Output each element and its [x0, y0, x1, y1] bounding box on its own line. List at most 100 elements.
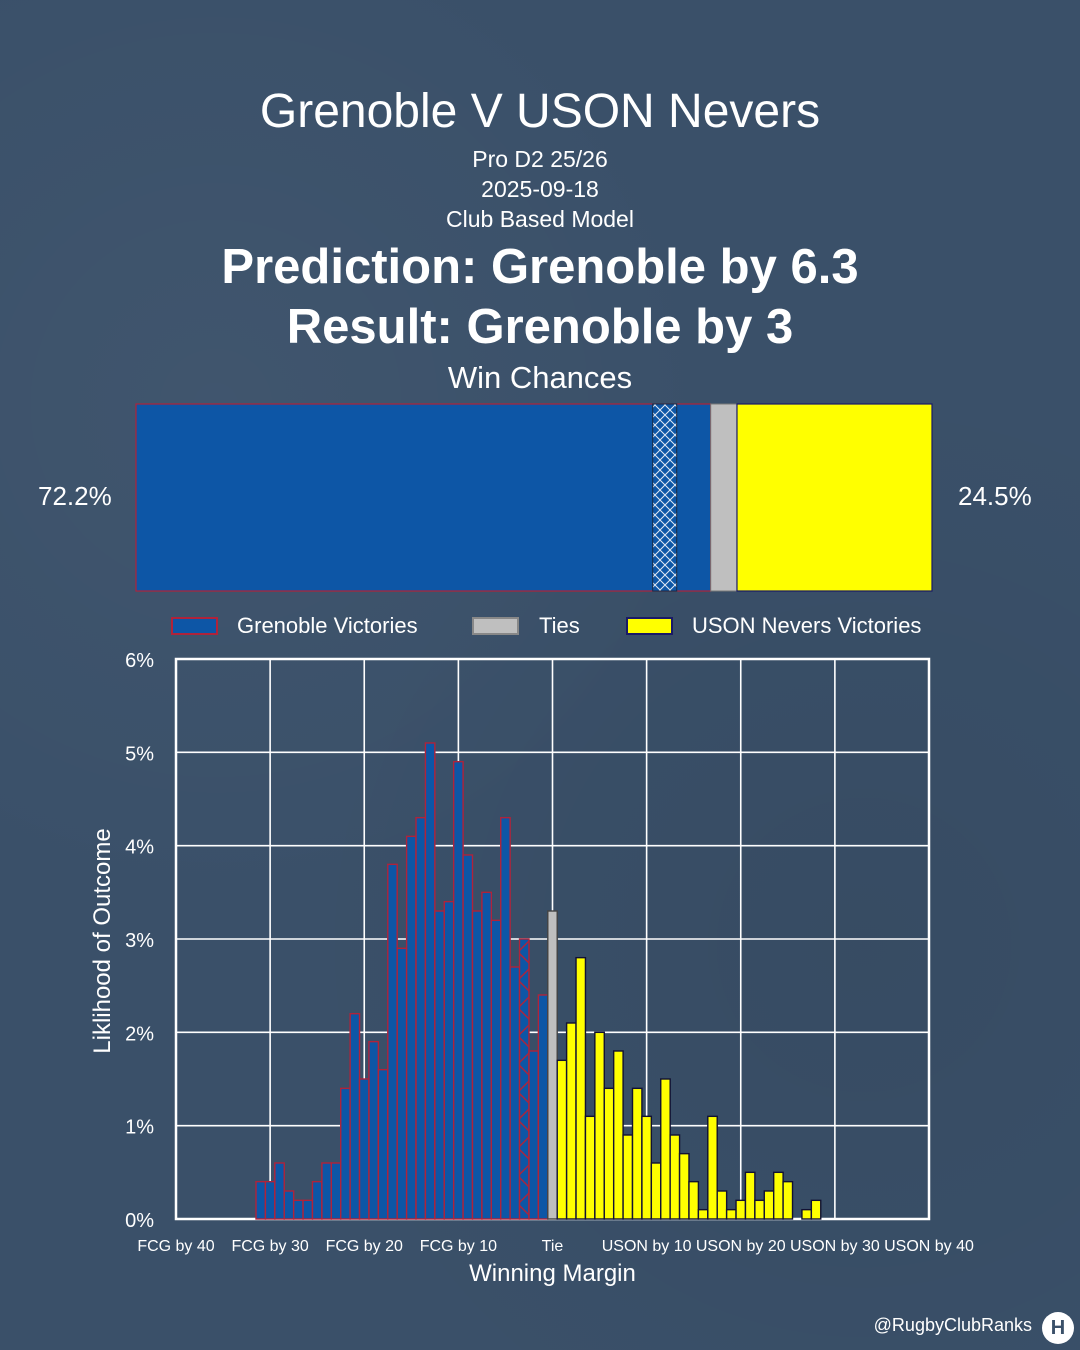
home-win-segment: [135, 403, 712, 592]
win-chances-bar: [135, 403, 933, 592]
bar-0-8: [330, 1162, 342, 1220]
bar-0-6: [311, 1180, 323, 1220]
match-title: Grenoble V USON Nevers: [259, 85, 821, 138]
author-handle: @RugbyClubRanks: [873, 1315, 1032, 1335]
bar-0-21: [452, 760, 464, 1220]
bar-0-23: [471, 910, 483, 1220]
bar-0-19: [434, 910, 445, 1220]
home-win-percentage: 72.2%: [38, 481, 112, 511]
result-text: Result: Grenoble by 3: [286, 300, 794, 354]
bar-2-2: [575, 956, 587, 1220]
bar-2-1: [565, 1022, 577, 1220]
y-tick-label: 1%: [125, 1117, 154, 1139]
bar-0-0: [255, 1180, 267, 1220]
bar-2-11: [660, 1078, 671, 1220]
bar-0-24: [481, 891, 493, 1220]
x-tick-label: FCG by 20: [326, 1238, 403, 1255]
bar-2-21: [754, 1199, 765, 1220]
x-tick-label: FCG by 40: [137, 1238, 214, 1255]
bar-2-0: [556, 1059, 568, 1220]
bar-2-12: [669, 1134, 681, 1220]
bar-0-13: [377, 1068, 389, 1220]
bar-0-14: [387, 863, 398, 1220]
bar-0-22: [462, 854, 474, 1220]
bar-0-28: [518, 938, 530, 1220]
x-tick-label: USON by 30: [790, 1238, 880, 1255]
bar-0-15: [396, 947, 408, 1220]
y-tick-label: 2%: [125, 1023, 154, 1045]
away-win-percentage: 24.5%: [958, 481, 1032, 511]
x-tick-label: USON by 10: [602, 1238, 692, 1255]
bar-0-16: [405, 835, 417, 1220]
legend-label-0: Grenoble Victories: [237, 613, 418, 638]
bar-2-5: [603, 1087, 615, 1220]
x-tick-label: USON by 20: [696, 1238, 786, 1255]
bar-2-3: [584, 1115, 596, 1220]
bar-0-3: [283, 1190, 295, 1220]
bar-0-1: [264, 1180, 276, 1220]
bar-2-17: [716, 1190, 728, 1220]
result-band-segment: [652, 403, 678, 592]
bar-0-17: [415, 816, 427, 1220]
bar-0-30: [537, 994, 549, 1220]
model-label: Club Based Model: [446, 206, 634, 232]
legend-swatch-1: [472, 617, 519, 635]
bar-2-24: [782, 1180, 794, 1220]
x-tick-label: USON by 40: [884, 1238, 974, 1255]
bar-0-7: [321, 1162, 333, 1220]
bar-2-18: [725, 1208, 737, 1220]
bar-0-20: [443, 900, 455, 1220]
bar-2-22: [763, 1190, 775, 1220]
x-tick-label: Tie: [542, 1238, 564, 1255]
y-tick-label: 5%: [125, 743, 154, 765]
bar-2-16: [707, 1115, 718, 1220]
bar-2-7: [622, 1134, 634, 1220]
away-win-segment: [736, 403, 933, 592]
chart-legend: Grenoble Victories Ties USON Nevers Victor…: [171, 613, 921, 638]
bar-0-25: [490, 919, 502, 1220]
bar-0-10: [349, 1012, 361, 1220]
bar-0-27: [509, 966, 521, 1220]
bar-2-19: [735, 1199, 747, 1220]
bar-0-2: [274, 1162, 285, 1220]
brand-logo-icon: H: [1042, 1312, 1074, 1344]
bar-1-0: [547, 910, 558, 1220]
margin-distribution-chart: 0% 1% 2% 3% 4% 5% 6% FCG by 40 FCG by 30 FCG by 2…: [89, 650, 974, 1287]
bar-0-12: [368, 1040, 380, 1220]
x-tick-label: FCG by 30: [231, 1238, 308, 1255]
bar-0-26: [500, 816, 511, 1220]
y-axis-label: Liklihood of Outcome: [89, 828, 116, 1053]
y-tick-label: 4%: [125, 837, 154, 859]
bar-2-14: [688, 1180, 700, 1220]
y-tick-label: 6%: [125, 650, 154, 672]
x-axis-label: Winning Margin: [469, 1260, 636, 1287]
prediction-text: Prediction: Grenoble by 6.3: [221, 240, 859, 294]
win-chances-heading: Win Chances: [447, 360, 633, 395]
y-tick-label: 3%: [125, 930, 154, 952]
y-tick-label: 0%: [125, 1210, 154, 1232]
x-tick-label: FCG by 10: [420, 1238, 497, 1255]
bar-0-5: [302, 1199, 314, 1220]
bar-2-4: [594, 1031, 605, 1220]
bar-2-10: [650, 1162, 662, 1220]
bar-2-9: [641, 1115, 653, 1220]
bar-2-8: [631, 1087, 643, 1220]
bar-0-18: [424, 742, 436, 1220]
tie-segment: [710, 403, 738, 592]
competition-label: Pro D2 25/26: [472, 146, 608, 172]
bar-2-26: [801, 1208, 813, 1220]
bar-2-15: [697, 1208, 709, 1220]
legend-label-2: USON Nevers Victories: [692, 613, 921, 638]
bar-2-23: [772, 1171, 784, 1220]
bar-2-6: [612, 1050, 624, 1220]
legend-swatch-0: [171, 617, 218, 635]
match-date: 2025-09-18: [481, 176, 599, 202]
bar-0-11: [358, 1078, 370, 1220]
legend-swatch-2: [626, 617, 673, 635]
bar-2-27: [810, 1199, 822, 1220]
bar-2-20: [744, 1171, 756, 1220]
bar-0-9: [340, 1087, 351, 1220]
legend-label-1: Ties: [539, 613, 580, 638]
bar-0-4: [292, 1199, 304, 1220]
bar-0-29: [528, 1050, 540, 1220]
